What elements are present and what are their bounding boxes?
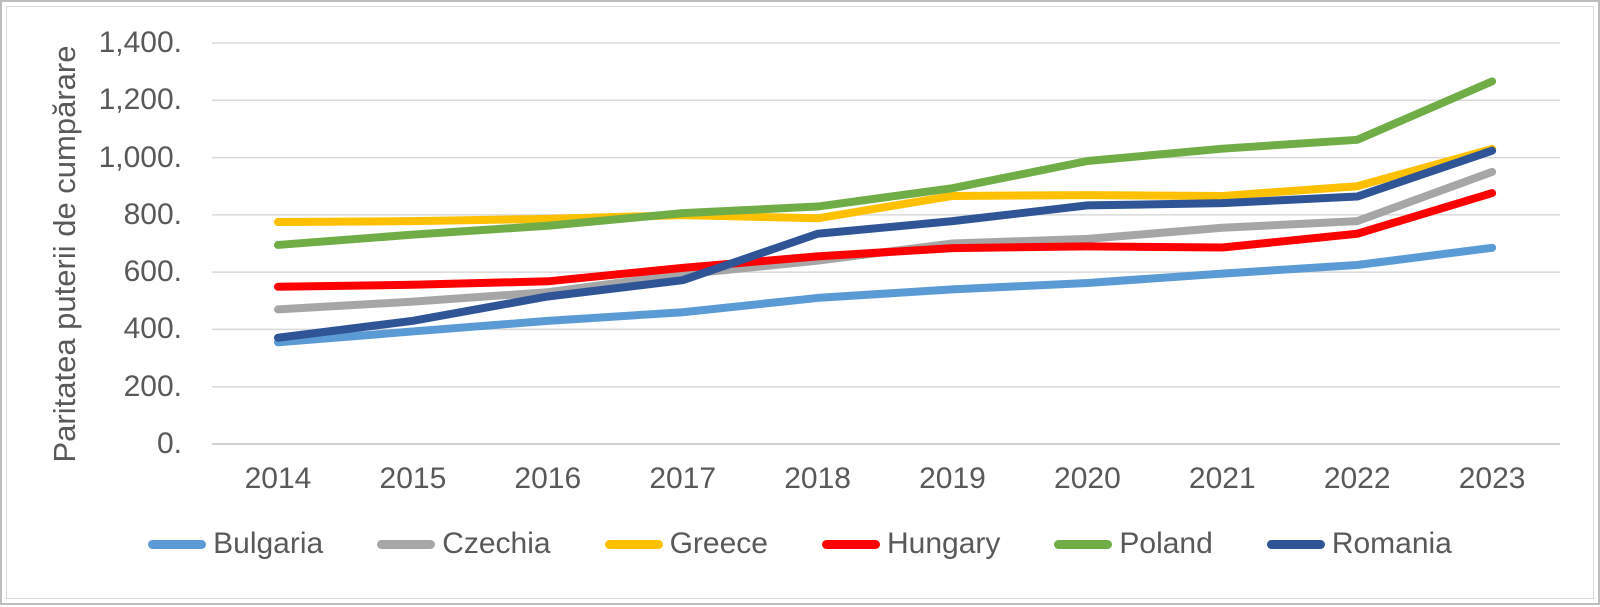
- x-tick-label: 2016: [514, 462, 582, 495]
- legend-item-greece: Greece: [604, 527, 768, 561]
- x-tick-label: 2023: [1458, 462, 1526, 495]
- x-tick-label: 2018: [784, 462, 851, 495]
- y-tick-label: 1,200.: [98, 83, 182, 117]
- x-tick-label: 2022: [1323, 462, 1391, 495]
- y-tick-label: 0.: [156, 427, 182, 460]
- series-line-poland: [274, 77, 1497, 249]
- legend-swatch-bulgaria: [148, 539, 207, 549]
- y-tick-label: 1,000.: [98, 140, 182, 174]
- legend-item-czechia: Czechia: [377, 527, 551, 561]
- legend-swatch-romania: [1266, 539, 1325, 549]
- series-line-romania: [274, 146, 1497, 342]
- x-tick-label: 2020: [1054, 462, 1121, 495]
- series-line-bulgaria: [274, 243, 1497, 347]
- legend-item-romania: Romania: [1266, 527, 1452, 561]
- series-line-greece: [274, 144, 1497, 227]
- x-tick-label: 2014: [244, 462, 312, 495]
- y-tick-label: 800.: [123, 197, 182, 231]
- legend-label: Hungary: [886, 527, 1001, 560]
- x-tick-label: 2021: [1188, 462, 1256, 495]
- legend-label: Czechia: [442, 527, 551, 560]
- legend-item-hungary: Hungary: [821, 527, 1001, 561]
- legend-swatch-czechia: [377, 539, 436, 549]
- y-tick-label: 600.: [123, 255, 182, 289]
- x-tick-label: 2017: [649, 462, 717, 495]
- x-tick-label: 2019: [919, 462, 986, 495]
- x-tick-label: 2015: [379, 462, 447, 495]
- legend: Bulgaria Czechia Greece Hungary Poland Romani…: [2, 523, 1598, 565]
- legend-label: Greece: [669, 527, 768, 560]
- series-line-hungary: [274, 189, 1497, 291]
- legend-swatch-greece: [604, 539, 663, 549]
- legend-swatch-poland: [1054, 539, 1113, 549]
- legend-label: Romania: [1331, 527, 1452, 560]
- legend-swatch-hungary: [821, 539, 880, 549]
- y-tick-label: 1,400.: [98, 26, 182, 59]
- legend-label: Poland: [1119, 527, 1213, 560]
- legend-label: Bulgaria: [213, 527, 324, 560]
- y-tick-label: 400.: [123, 312, 182, 346]
- legend-item-bulgaria: Bulgaria: [148, 527, 323, 561]
- y-tick-label: 200.: [123, 369, 182, 403]
- legend-item-poland: Poland: [1054, 527, 1213, 561]
